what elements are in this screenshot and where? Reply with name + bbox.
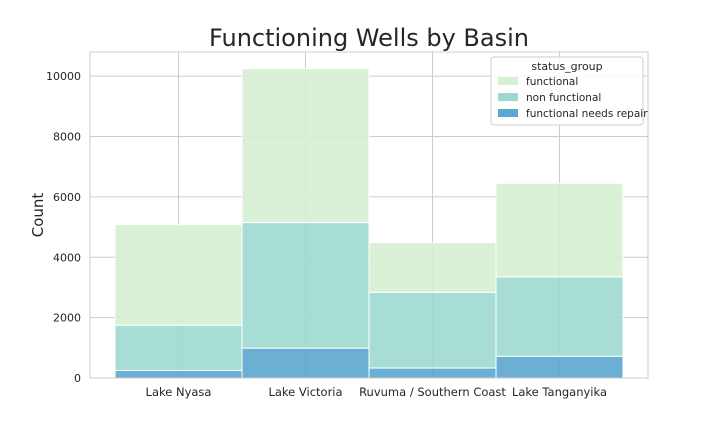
- y-tick-labels: 0 2000 4000 6000 8000 10000: [46, 70, 81, 385]
- x-tick-labels: Lake Nyasa Lake Victoria Ruvuma / Southern…: [146, 385, 607, 399]
- x-tick-label: Lake Victoria: [268, 385, 342, 399]
- legend-box: [490, 56, 644, 126]
- legend-label: functional: [526, 76, 578, 88]
- x-tick-label: Lake Tanganyika: [512, 385, 607, 399]
- bar-ruvuma-southern-coast-non-functional: [368, 291, 497, 369]
- legend-label: non functional: [526, 92, 601, 104]
- y-tick-label: 8000: [53, 131, 81, 144]
- bar-lake-nyasa-functional: [114, 224, 243, 326]
- x-tick-label: Ruvuma / Southern Coast: [359, 385, 506, 399]
- chart-title: Functioning Wells by Basin: [209, 24, 529, 52]
- legend-swatch: [498, 109, 518, 117]
- legend-label: functional needs repair: [526, 108, 648, 120]
- x-tick-label: Lake Nyasa: [146, 385, 212, 399]
- y-tick-label: 6000: [53, 191, 81, 204]
- y-tick-label: 4000: [53, 251, 81, 264]
- legend-swatch: [498, 93, 518, 101]
- y-tick-label: 0: [74, 372, 81, 385]
- legend-title: status_group: [531, 60, 602, 73]
- bar-lake-tanganyika-functional-needs-repair: [495, 355, 624, 379]
- bar-lake-victoria-functional-needs-repair: [241, 347, 370, 379]
- bar-ruvuma-southern-coast-functional: [368, 241, 497, 293]
- bars: [114, 68, 624, 379]
- legend: status_group functional non functional func…: [490, 56, 648, 126]
- y-tick-label: 10000: [46, 70, 81, 83]
- bar-lake-nyasa-functional-needs-repair: [114, 369, 243, 379]
- bar-lake-victoria-functional: [241, 68, 370, 224]
- bar-lake-victoria-non-functional: [241, 222, 370, 349]
- legend-swatch: [498, 77, 518, 85]
- y-tick-label: 2000: [53, 312, 81, 325]
- plot-frame: [89, 51, 649, 379]
- y-axis-label: Count: [29, 193, 47, 238]
- bar-lake-nyasa-non-functional: [114, 324, 243, 371]
- bar-lake-tanganyika-non-functional: [495, 276, 624, 357]
- bar-lake-tanganyika-functional: [495, 182, 624, 278]
- bar-ruvuma-southern-coast-functional-needs-repair: [368, 367, 497, 379]
